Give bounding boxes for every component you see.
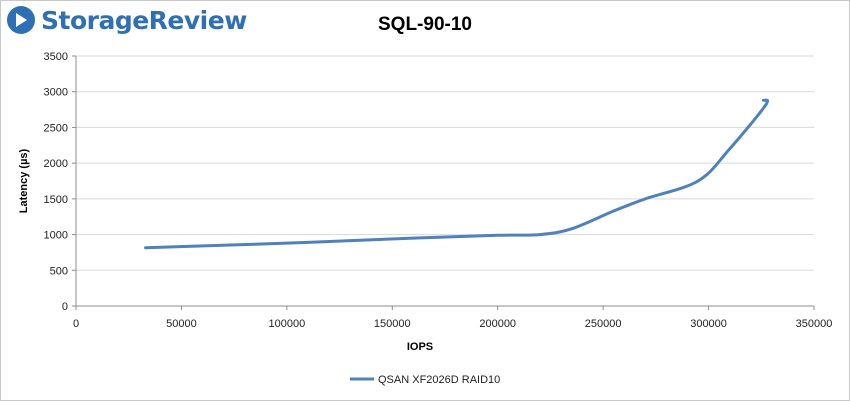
axes bbox=[72, 55, 815, 310]
x-axis-title: IOPS bbox=[407, 341, 433, 353]
x-tick-label: 300000 bbox=[690, 318, 727, 330]
chart-title: SQL-90-10 bbox=[378, 14, 472, 35]
y-tick-label: 1000 bbox=[44, 230, 68, 242]
x-tick-labels: 0 50000 100000 150000 200000 250000 300000 3500… bbox=[73, 318, 832, 330]
y-tick-label: 1500 bbox=[44, 194, 68, 206]
legend: QSAN XF2026D RAID10 bbox=[350, 374, 500, 386]
x-tick-label: 200000 bbox=[479, 318, 516, 330]
y-tick-label: 2500 bbox=[44, 122, 68, 134]
series-line-0 bbox=[144, 98, 770, 250]
series-lines bbox=[144, 98, 770, 250]
y-tick-label: 3500 bbox=[44, 51, 68, 63]
y-tick-labels: 0 500 1000 1500 2000 2500 3000 3500 bbox=[44, 51, 68, 313]
gridlines bbox=[76, 55, 814, 271]
x-tick-label: 150000 bbox=[374, 318, 411, 330]
y-tick-label: 3000 bbox=[44, 87, 68, 99]
x-tick-label: 350000 bbox=[796, 318, 833, 330]
logo-text: StorageReview bbox=[41, 5, 247, 35]
storagereview-logo: StorageReview bbox=[6, 4, 247, 36]
y-tick-label: 0 bbox=[62, 301, 68, 313]
y-tick-label: 2000 bbox=[44, 158, 68, 170]
x-tick-label: 0 bbox=[73, 318, 79, 330]
legend-label: QSAN XF2026D RAID10 bbox=[378, 374, 500, 386]
storagereview-logo-icon bbox=[7, 6, 35, 34]
x-tick-label: 50000 bbox=[166, 318, 197, 330]
x-tick-label: 100000 bbox=[268, 318, 305, 330]
x-tick-label: 250000 bbox=[585, 318, 622, 330]
y-tick-label: 500 bbox=[50, 265, 68, 277]
y-axis-title: Latency (µs) bbox=[18, 148, 30, 213]
